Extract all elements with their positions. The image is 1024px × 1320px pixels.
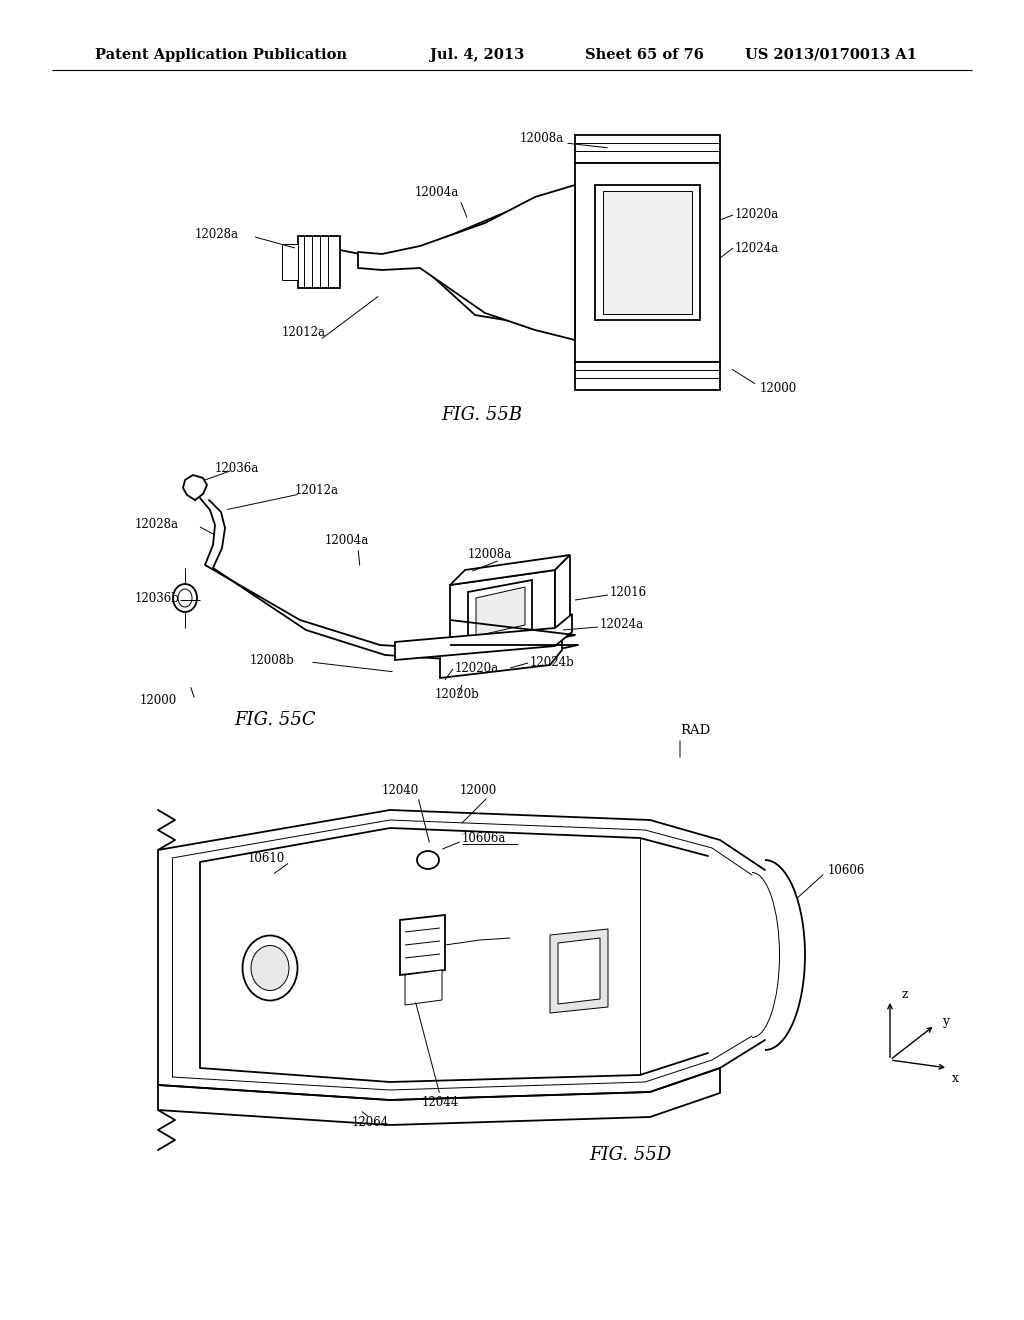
Text: 12012a: 12012a	[295, 483, 339, 496]
Text: x: x	[952, 1072, 959, 1085]
Polygon shape	[395, 614, 572, 660]
Polygon shape	[555, 554, 570, 638]
Text: Jul. 4, 2013: Jul. 4, 2013	[430, 48, 524, 62]
Text: 12012a: 12012a	[282, 326, 326, 338]
Polygon shape	[282, 244, 298, 280]
Polygon shape	[440, 628, 562, 678]
Text: 12020b: 12020b	[435, 688, 480, 701]
Text: 12008b: 12008b	[250, 653, 295, 667]
Text: 12024a: 12024a	[600, 619, 644, 631]
Text: 12040: 12040	[382, 784, 419, 796]
Text: 12028a: 12028a	[195, 228, 239, 242]
Text: 12028a: 12028a	[135, 519, 179, 532]
Text: Sheet 65 of 76: Sheet 65 of 76	[585, 48, 703, 62]
Text: 12036a: 12036a	[215, 462, 259, 474]
Text: 12036b: 12036b	[135, 591, 180, 605]
Text: 12000: 12000	[140, 693, 177, 706]
Text: z: z	[902, 989, 908, 1002]
Text: y: y	[942, 1015, 949, 1028]
Polygon shape	[603, 191, 692, 314]
Polygon shape	[450, 554, 570, 585]
Text: RAD: RAD	[680, 723, 711, 737]
Polygon shape	[575, 135, 720, 162]
Polygon shape	[550, 929, 608, 1012]
Polygon shape	[575, 362, 720, 389]
Polygon shape	[558, 939, 600, 1005]
Ellipse shape	[417, 851, 439, 869]
Polygon shape	[406, 970, 442, 1005]
Text: FIG. 55C: FIG. 55C	[234, 711, 315, 729]
Text: 12000: 12000	[760, 381, 798, 395]
Text: US 2013/0170013 A1: US 2013/0170013 A1	[745, 48, 918, 62]
Text: 10606a: 10606a	[462, 832, 507, 845]
Ellipse shape	[251, 945, 289, 990]
Text: 12064: 12064	[351, 1115, 389, 1129]
Text: 10606: 10606	[828, 863, 865, 876]
Ellipse shape	[243, 936, 298, 1001]
Polygon shape	[575, 162, 720, 362]
Text: 12004a: 12004a	[325, 533, 370, 546]
Text: Patent Application Publication: Patent Application Publication	[95, 48, 347, 62]
Text: 12000: 12000	[460, 784, 498, 796]
Text: 12016: 12016	[610, 586, 647, 599]
Text: FIG. 55B: FIG. 55B	[441, 407, 522, 424]
Text: FIG. 55D: FIG. 55D	[589, 1146, 671, 1164]
Polygon shape	[400, 915, 445, 975]
Polygon shape	[476, 587, 525, 636]
Ellipse shape	[178, 589, 193, 607]
Text: 12024b: 12024b	[530, 656, 574, 668]
Polygon shape	[358, 185, 575, 341]
Ellipse shape	[173, 583, 197, 612]
Polygon shape	[597, 362, 698, 384]
Text: 10610: 10610	[248, 851, 286, 865]
Text: 12020a: 12020a	[735, 209, 779, 222]
Text: 12044: 12044	[421, 1096, 459, 1109]
Text: 12008a: 12008a	[468, 549, 512, 561]
Text: 12008a: 12008a	[520, 132, 564, 144]
Polygon shape	[298, 236, 340, 288]
Text: 12024a: 12024a	[735, 242, 779, 255]
Polygon shape	[595, 185, 700, 319]
Text: 12020a: 12020a	[455, 661, 499, 675]
Polygon shape	[450, 570, 555, 653]
Polygon shape	[468, 579, 532, 642]
Text: 12004a: 12004a	[415, 186, 459, 198]
